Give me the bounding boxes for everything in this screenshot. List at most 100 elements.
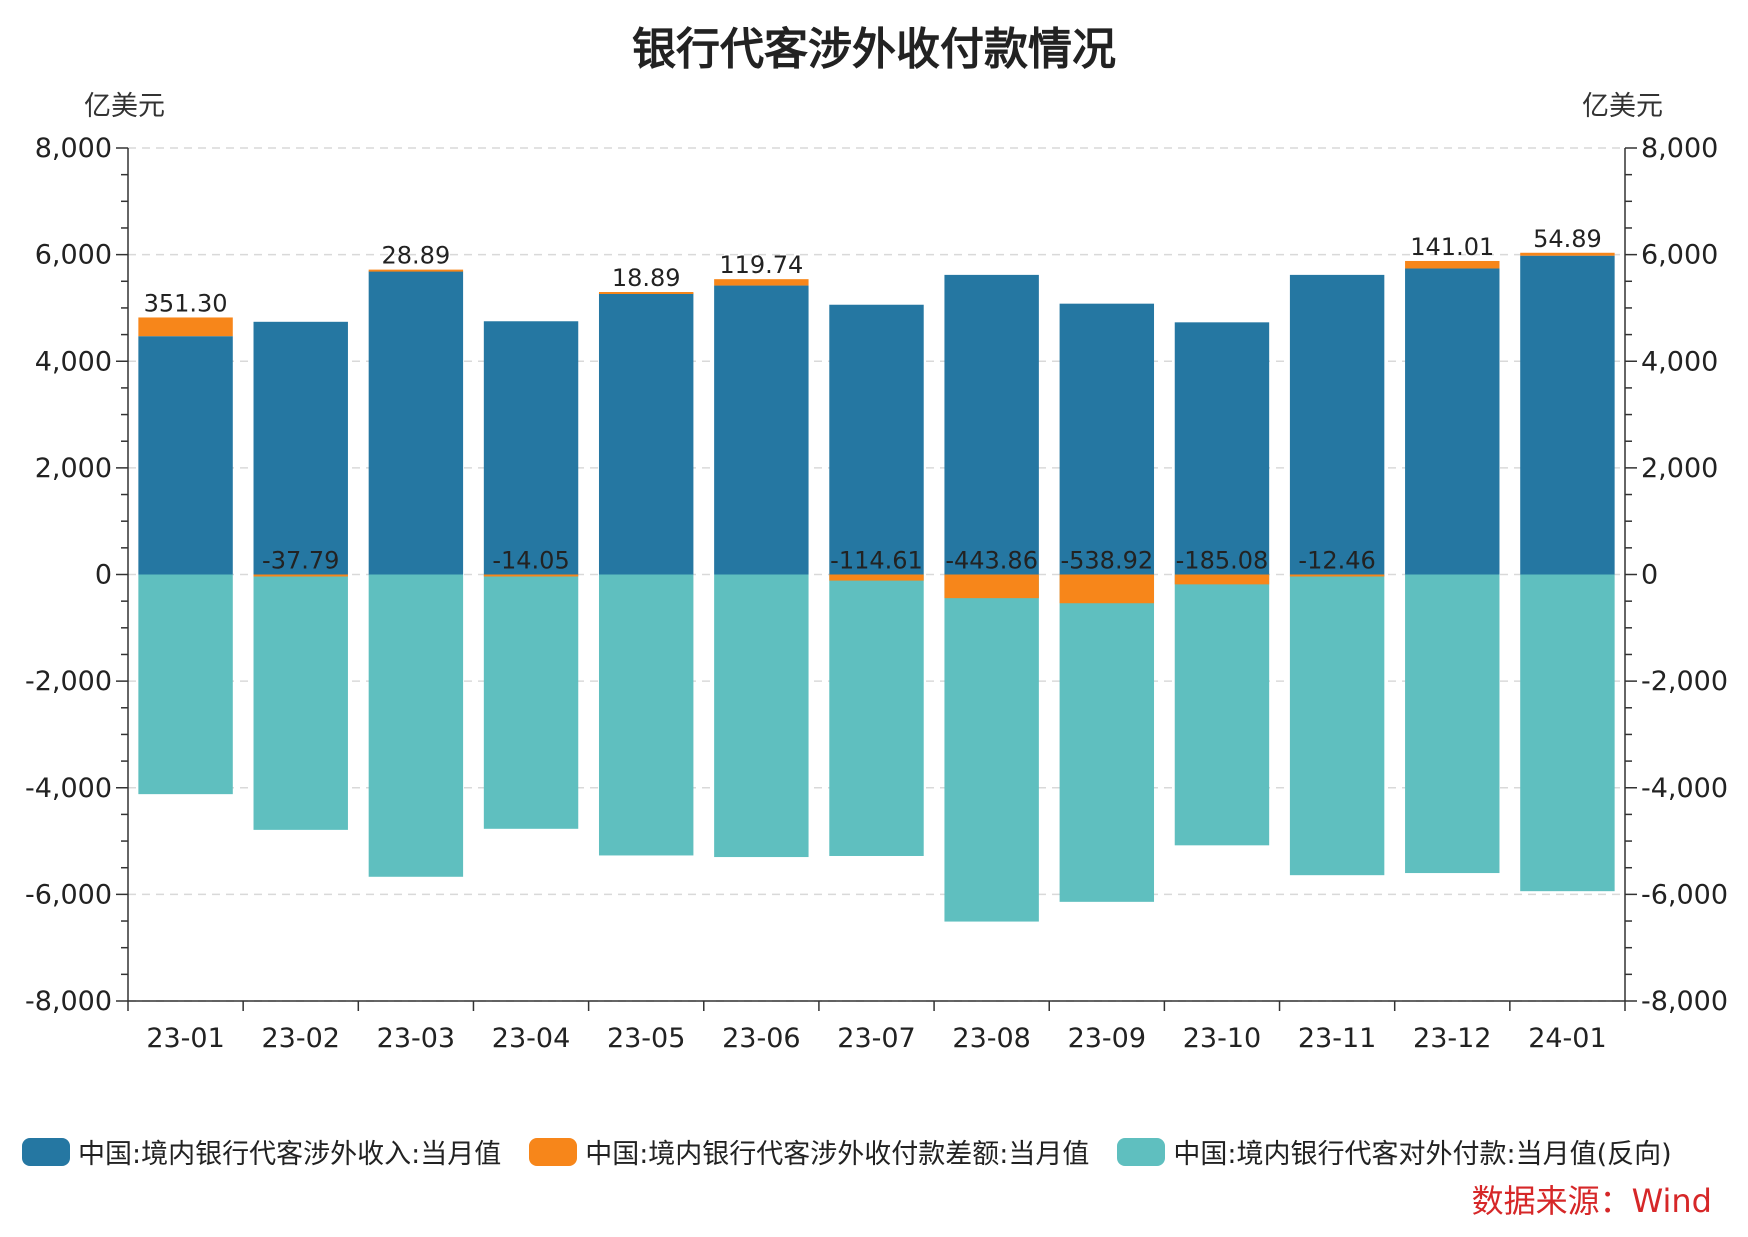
bar-income-23-04 bbox=[483, 321, 579, 575]
data-label-23-03: 28.89 bbox=[382, 242, 451, 270]
legend-label-balance: 中国:境内银行代客涉外收付款差额:当月值 bbox=[585, 1139, 1090, 1170]
bar-payment-23-02 bbox=[253, 574, 348, 830]
bar-payment-23-08 bbox=[944, 574, 1039, 922]
y-tick-label-left-2: 4,000 bbox=[35, 346, 112, 377]
bar-payment-23-01 bbox=[138, 574, 233, 795]
bar-payment-23-11 bbox=[1289, 574, 1385, 876]
bar-payment-23-04 bbox=[483, 574, 579, 829]
bar-income-23-10 bbox=[1174, 322, 1270, 575]
legend-label-payment: 中国:境内银行代客对外付款:当月值(反向) bbox=[1173, 1139, 1672, 1170]
y-tick-label-left-4: 0 bbox=[95, 560, 112, 591]
y-tick-label-right-5: -2,000 bbox=[1641, 666, 1728, 697]
bar-payment-23-07 bbox=[829, 574, 924, 856]
y-tick-label-left-8: -8,000 bbox=[25, 986, 112, 1017]
x-tick-label-23-05: 23-05 bbox=[607, 1023, 685, 1054]
x-tick-label-23-06: 23-06 bbox=[722, 1023, 800, 1054]
bar-income-23-12 bbox=[1405, 268, 1500, 575]
legend-swatch-balance bbox=[529, 1137, 578, 1166]
data-label-23-02: -37.79 bbox=[262, 547, 339, 575]
legend-swatch-income bbox=[22, 1137, 70, 1166]
data-source: 数据来源：Wind bbox=[1471, 1182, 1712, 1220]
data-labels: 351.30 -37.79 28.89 -14.05 18.89 119.74 -114.6… bbox=[144, 225, 1602, 575]
bar-balance-23-01 bbox=[138, 317, 233, 337]
y-tick-label-right-0: 8,000 bbox=[1641, 133, 1718, 164]
x-tick-label-23-01: 23-01 bbox=[146, 1023, 224, 1054]
legend-label-income: 中国:境内银行代客涉外收入:当月值 bbox=[78, 1139, 502, 1170]
bar-balance-23-11 bbox=[1289, 574, 1385, 577]
data-label-23-05: 18.89 bbox=[612, 264, 681, 292]
bar-income-24-01 bbox=[1520, 255, 1615, 575]
bar-balance-23-04 bbox=[483, 574, 579, 577]
bar-payment-23-10 bbox=[1174, 574, 1270, 846]
bar-balance-23-10 bbox=[1174, 574, 1270, 585]
bar-payment-23-05 bbox=[598, 574, 694, 856]
bar-income-23-11 bbox=[1289, 274, 1385, 575]
legend: 中国:境内银行代客涉外收入:当月值 中国:境内银行代客涉外收付款差额:当月值 中… bbox=[22, 1132, 1700, 1171]
y-tick-label-right-2: 4,000 bbox=[1641, 346, 1718, 377]
bar-balance-23-09 bbox=[1059, 574, 1155, 604]
bar-income-23-02 bbox=[253, 321, 348, 575]
x-tick-label-23-02: 23-02 bbox=[261, 1023, 339, 1054]
y-axis-right-label: 亿美元 bbox=[1582, 91, 1663, 122]
bar-balance-23-02 bbox=[253, 574, 348, 577]
x-tick-label-23-11: 23-11 bbox=[1298, 1023, 1376, 1054]
data-label-23-11: -12.46 bbox=[1298, 547, 1375, 575]
bars bbox=[138, 252, 1615, 922]
x-tick-label-23-10: 23-10 bbox=[1183, 1023, 1261, 1054]
y-tick-label-right-1: 6,000 bbox=[1641, 240, 1718, 271]
y-tick-label-right-3: 2,000 bbox=[1641, 453, 1718, 484]
x-tick-label-23-04: 23-04 bbox=[492, 1023, 570, 1054]
y-tick-label-left-5: -2,000 bbox=[25, 666, 112, 697]
bar-income-23-08 bbox=[944, 274, 1039, 575]
bar-balance-23-08 bbox=[944, 574, 1039, 599]
bar-balance-23-05 bbox=[598, 292, 694, 295]
data-label-23-10: -185.08 bbox=[1176, 547, 1269, 575]
bar-balance-23-12 bbox=[1405, 260, 1500, 269]
bar-balance-23-03 bbox=[368, 269, 464, 272]
bar-income-23-05 bbox=[598, 293, 694, 575]
legend-item-balance[interactable]: 中国:境内银行代客涉外收付款差额:当月值 bbox=[529, 1132, 1089, 1171]
y-tick-label-right-6: -4,000 bbox=[1641, 773, 1728, 804]
bar-payment-23-09 bbox=[1059, 574, 1155, 902]
data-label-23-06: 119.74 bbox=[719, 251, 803, 279]
x-tick-label-23-08: 23-08 bbox=[952, 1023, 1030, 1054]
bar-balance-23-07 bbox=[829, 574, 924, 581]
y-tick-label-left-0: 8,000 bbox=[35, 133, 112, 164]
bar-payment-23-03 bbox=[368, 574, 464, 877]
axes: 23-01 23-02 23-03 23-04 23-05 23-06 23-07 23-08… bbox=[25, 133, 1728, 1054]
x-tick-label-23-07: 23-07 bbox=[837, 1023, 915, 1054]
y-axis-left-label: 亿美元 bbox=[84, 91, 165, 122]
x-tick-label-23-03: 23-03 bbox=[377, 1023, 455, 1054]
bar-income-23-07 bbox=[829, 304, 924, 575]
legend-swatch-payment bbox=[1117, 1137, 1166, 1166]
legend-item-payment[interactable]: 中国:境内银行代客对外付款:当月值(反向) bbox=[1117, 1132, 1672, 1171]
x-tick-label-23-12: 23-12 bbox=[1413, 1023, 1491, 1054]
x-tick-label-24-01: 24-01 bbox=[1528, 1023, 1606, 1054]
data-label-23-08: -443.86 bbox=[945, 547, 1038, 575]
y-tick-label-left-6: -4,000 bbox=[25, 773, 112, 804]
bar-income-23-09 bbox=[1059, 303, 1155, 575]
legend-item-income[interactable]: 中国:境内银行代客涉外收入:当月值 bbox=[22, 1132, 501, 1171]
x-tick-label-23-09: 23-09 bbox=[1068, 1023, 1146, 1054]
bar-income-23-01 bbox=[138, 336, 233, 575]
bar-payment-23-06 bbox=[714, 574, 809, 858]
data-label-23-04: -14.05 bbox=[492, 547, 569, 575]
data-label-24-01: 54.89 bbox=[1533, 225, 1602, 253]
bar-payment-23-12 bbox=[1405, 574, 1500, 874]
y-tick-label-left-7: -6,000 bbox=[25, 879, 112, 910]
data-label-23-09: -538.92 bbox=[1060, 547, 1153, 575]
bar-balance-24-01 bbox=[1520, 252, 1615, 256]
data-label-23-07: -114.61 bbox=[830, 547, 923, 575]
chart-title: 银行代客涉外收付款情况 bbox=[632, 24, 1116, 75]
y-tick-label-right-8: -8,000 bbox=[1641, 986, 1728, 1017]
bar-income-23-03 bbox=[368, 271, 464, 575]
y-tick-label-right-4: 0 bbox=[1641, 560, 1658, 591]
y-tick-label-left-3: 2,000 bbox=[35, 453, 112, 484]
y-tick-label-left-1: 6,000 bbox=[35, 240, 112, 271]
y-tick-label-right-7: -6,000 bbox=[1641, 879, 1728, 910]
bar-payment-24-01 bbox=[1520, 574, 1615, 892]
data-label-23-01: 351.30 bbox=[144, 289, 228, 317]
bar-income-23-06 bbox=[714, 285, 809, 575]
bar-balance-23-06 bbox=[714, 279, 809, 286]
